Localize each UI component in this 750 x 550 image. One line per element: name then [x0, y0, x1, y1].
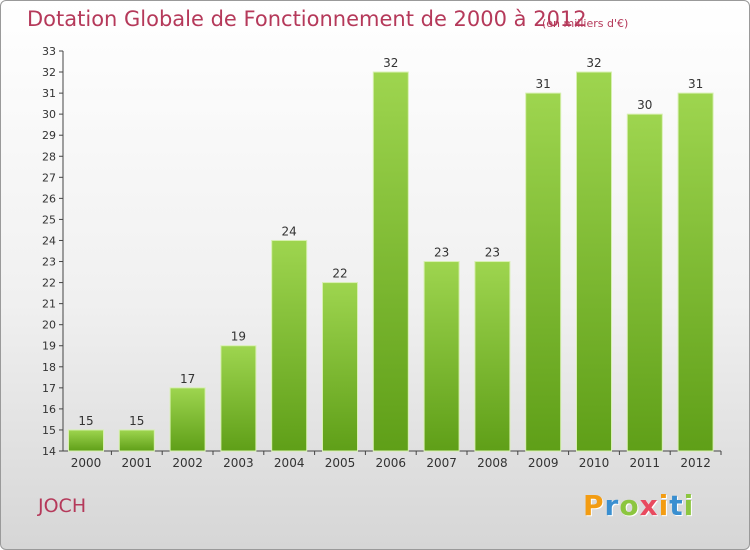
- bar: [626, 113, 663, 452]
- data-label: 23: [485, 246, 500, 260]
- y-tick-label: 16: [42, 403, 56, 416]
- x-tick-label: 2000: [71, 456, 102, 470]
- y-tick-label: 21: [42, 298, 56, 311]
- proxiti-logo: Proxiti: [583, 489, 695, 522]
- x-tick-label: 2007: [426, 456, 457, 470]
- data-label: 23: [434, 246, 449, 260]
- data-label: 22: [332, 267, 347, 281]
- x-tick-label: 2001: [122, 456, 153, 470]
- data-label: 17: [180, 372, 195, 386]
- bar: [271, 239, 308, 452]
- commune-name: JOCH: [38, 495, 87, 517]
- data-label: 15: [129, 414, 144, 428]
- data-label: 32: [586, 56, 601, 70]
- y-tick-label: 29: [42, 129, 56, 142]
- y-tick-label: 23: [42, 256, 56, 269]
- bar: [118, 429, 155, 452]
- bar: [220, 345, 257, 452]
- bar: [68, 429, 104, 452]
- x-tick-label: 2012: [680, 456, 711, 470]
- chart-title: Dotation Globale de Fonctionnement de 20…: [27, 7, 587, 31]
- y-tick-label: 24: [42, 234, 56, 247]
- y-tick-label: 22: [42, 277, 56, 290]
- y-tick-label: 30: [42, 108, 56, 121]
- y-tick-label: 33: [42, 45, 56, 58]
- data-label: 32: [383, 56, 398, 70]
- data-label: 31: [688, 77, 703, 91]
- y-tick-label: 15: [42, 424, 56, 437]
- data-label: 15: [78, 414, 93, 428]
- bar: [677, 92, 714, 452]
- y-tick-label: 31: [42, 87, 56, 100]
- y-tick-label: 18: [42, 361, 56, 374]
- x-tick-label: 2011: [630, 456, 661, 470]
- bar: [372, 71, 409, 452]
- bar: [474, 261, 511, 452]
- y-tick-label: 25: [42, 213, 56, 226]
- x-tick-label: 2006: [376, 456, 407, 470]
- x-tick-label: 2002: [172, 456, 203, 470]
- y-tick-label: 28: [42, 150, 56, 163]
- bar: [423, 261, 460, 452]
- y-tick-label: 27: [42, 171, 56, 184]
- data-label: 19: [231, 330, 246, 344]
- x-tick-label: 2004: [274, 456, 305, 470]
- x-tick-label: 2009: [528, 456, 559, 470]
- data-label: 30: [637, 98, 652, 112]
- bar: [169, 387, 206, 452]
- bar: [576, 71, 612, 452]
- x-tick-label: 2005: [325, 456, 356, 470]
- bar: [322, 282, 358, 452]
- data-label: 24: [282, 224, 297, 238]
- bar: [525, 92, 562, 452]
- x-tick-label: 2010: [579, 456, 610, 470]
- x-tick-label: 2003: [223, 456, 254, 470]
- chart-unit: (en milliers d'€): [542, 17, 629, 30]
- y-tick-label: 32: [42, 66, 56, 79]
- y-tick-label: 14: [42, 445, 56, 458]
- y-tick-label: 26: [42, 192, 56, 205]
- y-tick-label: 19: [42, 340, 56, 353]
- data-label: 31: [536, 77, 551, 91]
- x-tick-label: 2008: [477, 456, 508, 470]
- y-tick-label: 17: [42, 382, 56, 395]
- y-tick-label: 20: [42, 319, 56, 332]
